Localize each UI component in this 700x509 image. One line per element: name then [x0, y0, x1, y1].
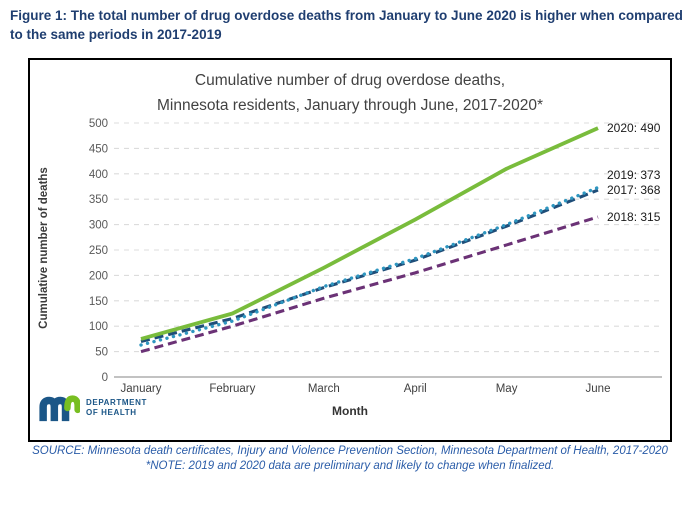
series-end-label: 2020: 490: [607, 121, 661, 135]
logo-text-line1: DEPARTMENT: [86, 398, 147, 407]
chart-title-line2: Minnesota residents, January through Jun…: [156, 97, 544, 114]
y-tick-label: 350: [89, 194, 108, 206]
note-text: *NOTE: 2019 and 2020 data are preliminar…: [145, 460, 555, 472]
source-text: SOURCE: Minnesota death certificates, In…: [32, 445, 668, 457]
series-line-2017: [140, 188, 599, 343]
series-end-label: 2017: 368: [607, 183, 661, 197]
y-tick-label: 250: [89, 245, 108, 257]
series-end-label: 2018: 315: [607, 210, 661, 224]
x-tick-label: April: [404, 383, 427, 395]
y-tick-label: 450: [89, 143, 108, 155]
mn-logo-icon: [39, 395, 80, 422]
series-line-2019: [139, 185, 600, 347]
y-tick-label: 0: [102, 372, 108, 384]
y-axis-title: Cumulative number of deaths: [38, 167, 50, 329]
chart-title-line1: Cumulative number of drug overdose death…: [194, 72, 506, 89]
chart-frame: 0 50 100 150 200 250 300 350 400 450 500 January Feb…: [28, 58, 672, 442]
logo-text-line2: OF HEALTH: [86, 408, 137, 417]
y-tick-label: 50: [95, 347, 108, 359]
y-tick-label: 200: [89, 270, 108, 282]
mdh-logo: DEPARTMENT OF HEALTH: [38, 394, 147, 422]
series-line-2018: [140, 215, 599, 354]
x-tick-label: June: [586, 383, 611, 395]
figure-title: Figure 1: The total number of drug overd…: [10, 8, 683, 42]
chart-title: Cumulative number of drug overdose death…: [30, 68, 670, 118]
y-tick-label: 500: [89, 118, 108, 130]
y-tick-label: 400: [89, 169, 108, 181]
x-tick-label: May: [496, 383, 518, 395]
x-axis-title: Month: [332, 404, 368, 418]
y-tick-label: 150: [89, 296, 108, 308]
logo-text: DEPARTMENT OF HEALTH: [86, 398, 147, 418]
y-tick-label: 100: [89, 321, 108, 333]
overdose-line-chart: 0 50 100 150 200 250 300 350 400 450 500 January Feb…: [89, 118, 662, 395]
series-end-label: 2019: 373: [607, 168, 661, 182]
series-line-2020: [140, 126, 599, 341]
footer: SOURCE: Minnesota death certificates, In…: [0, 444, 700, 474]
y-tick-label: 300: [89, 220, 108, 232]
x-tick-label: March: [308, 383, 340, 395]
x-tick-label: January: [121, 383, 162, 395]
x-tick-label: February: [209, 383, 255, 395]
